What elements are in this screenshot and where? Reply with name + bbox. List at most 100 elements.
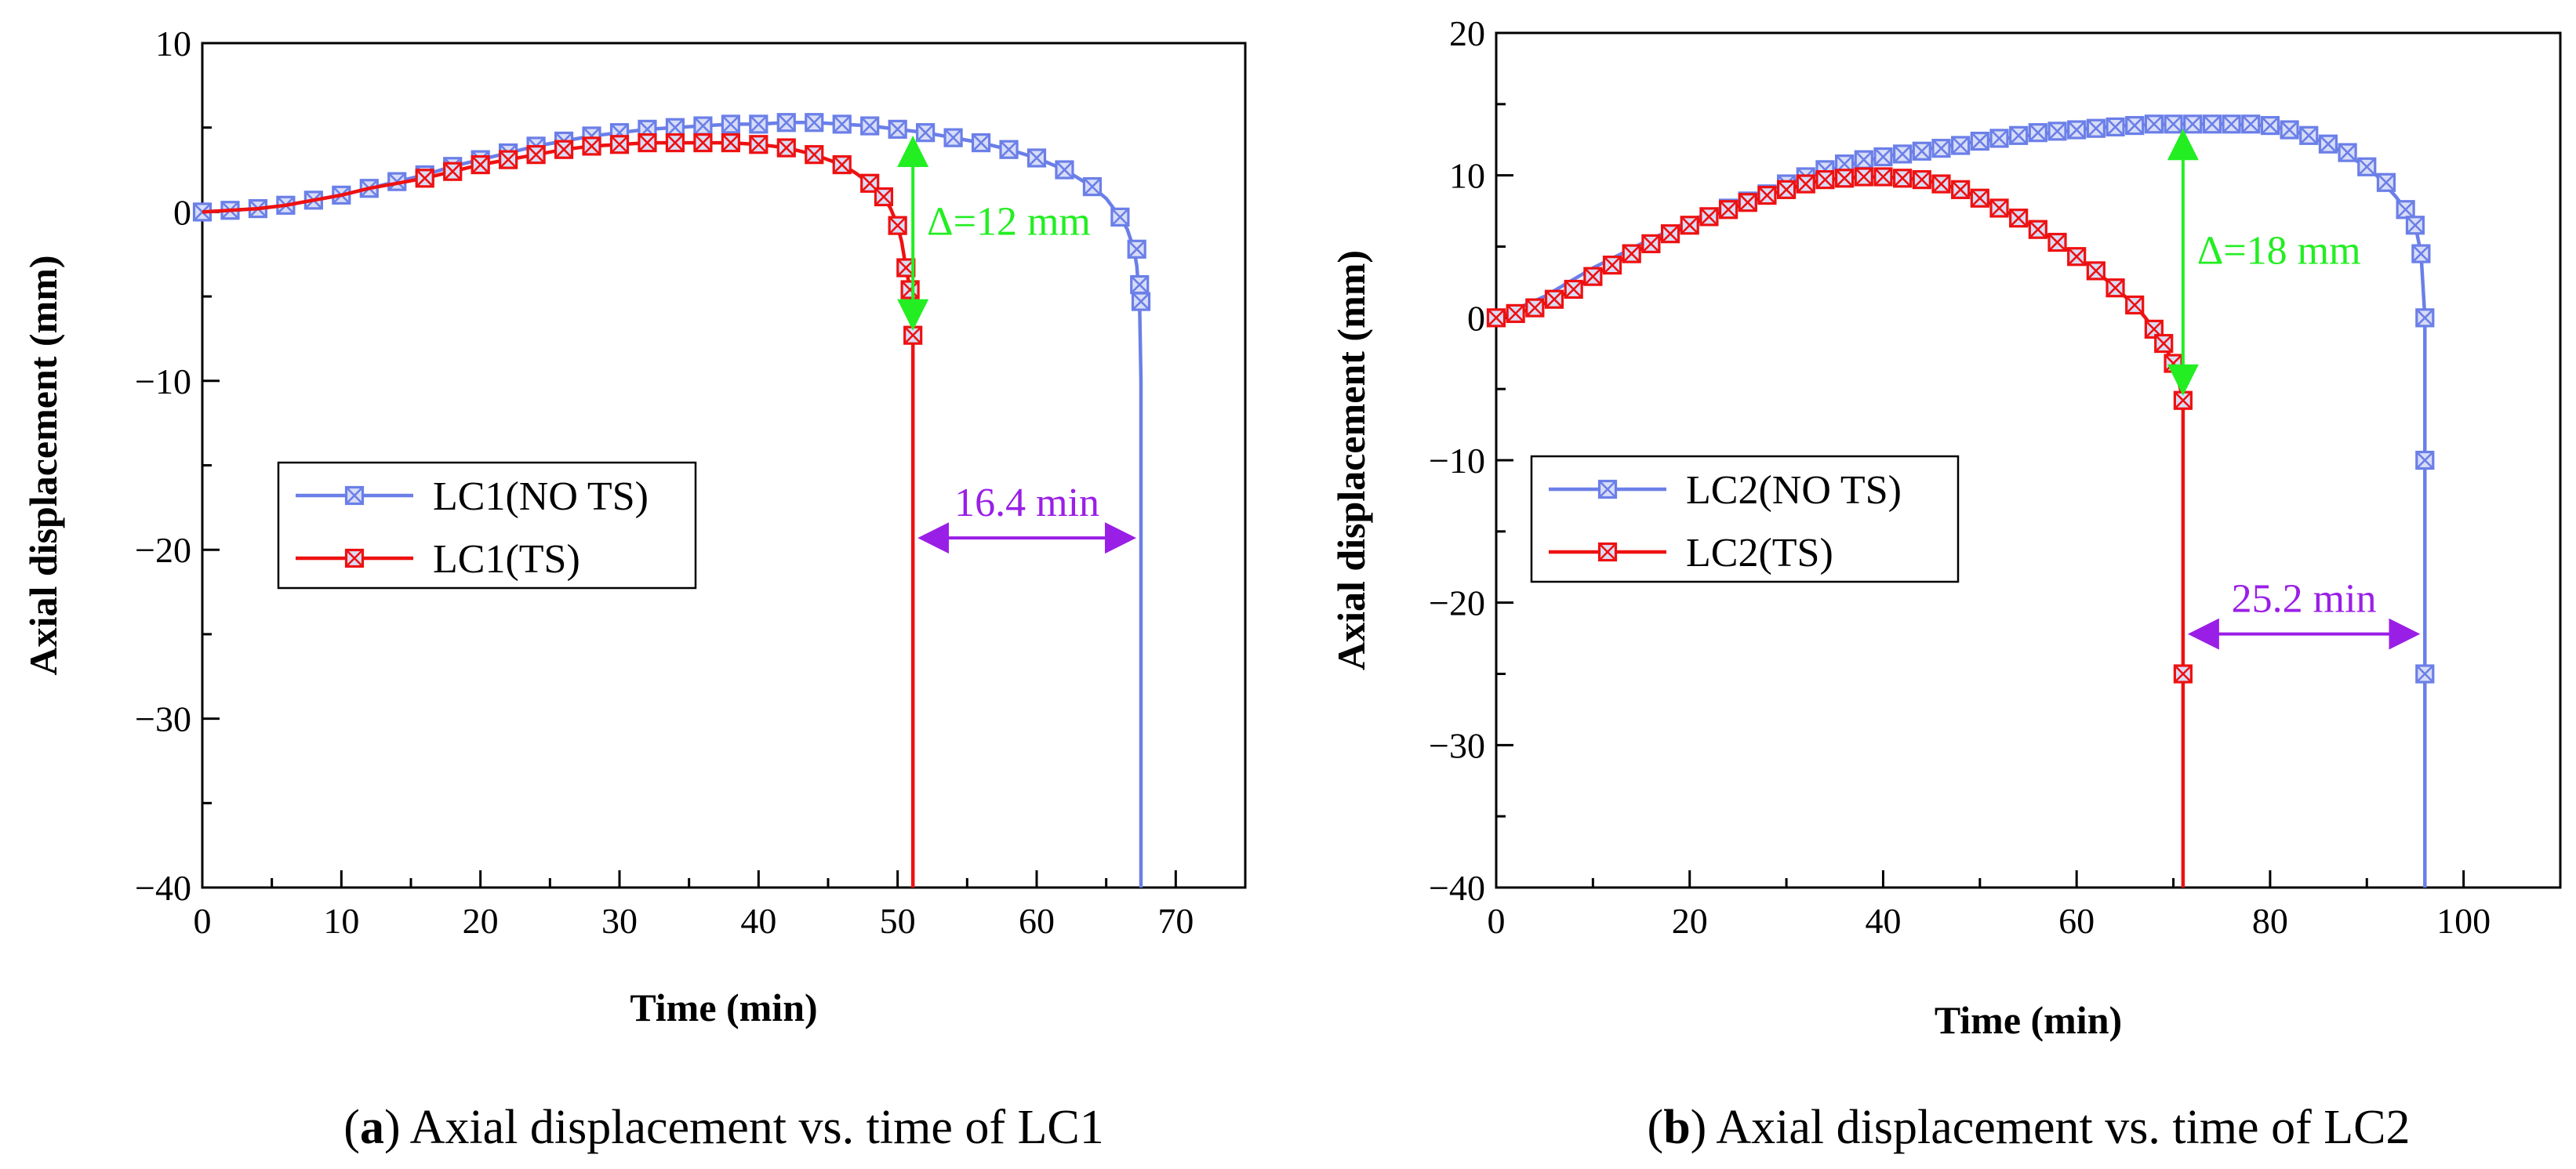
data-point-LC1(NO TS): [832, 114, 852, 134]
marker-cross-b: [860, 117, 879, 135]
data-point-LC2(NO TS): [2405, 216, 2425, 235]
marker-cross-b: [2299, 126, 2318, 145]
legend-entry-label: LC2(NO TS): [1686, 468, 1902, 513]
marker-cross-b: [1603, 256, 1622, 274]
data-point-LC2(NO TS): [1854, 150, 1873, 169]
marker-cross-b: [666, 133, 685, 152]
data-point-LC1(NO TS): [916, 123, 936, 143]
marker-cross-b: [2125, 116, 2144, 135]
marker-cross-b: [2048, 233, 2066, 252]
duration-label: 16.4 min: [954, 481, 1099, 525]
data-point-LC2(TS): [1854, 167, 1873, 187]
marker-cross-b: [805, 113, 823, 132]
data-point-LC2(TS): [1718, 200, 1739, 220]
marker-cross-b: [1132, 292, 1150, 310]
data-point-LC1(TS): [693, 133, 713, 153]
data-point-LC2(NO TS): [2299, 125, 2319, 145]
marker-cross-b: [2222, 114, 2240, 133]
data-point-LC2(TS): [1776, 180, 1797, 199]
data-point-LC2(TS): [1641, 234, 1661, 253]
marker-cross-b: [2280, 121, 2299, 139]
marker-cross-b: [721, 114, 740, 133]
marker-cross-b: [2048, 122, 2066, 140]
data-point-LC2(TS): [1602, 256, 1622, 275]
data-point-LC1(TS): [805, 145, 824, 165]
x-tick-label: 20: [1672, 901, 1708, 941]
y-tick-label: 0: [173, 192, 191, 232]
x-tick-label: 80: [2252, 901, 2288, 941]
data-point-LC2(NO TS): [2411, 244, 2431, 263]
figure-caption: (a) Axial displacement vs. time of LC1: [343, 1101, 1103, 1154]
marker-cross-b: [1130, 275, 1149, 294]
data-point-LC1(TS): [526, 145, 546, 165]
data-point-LC1(NO TS): [1130, 274, 1150, 295]
y-axis-label: Axial displacement (mm): [21, 255, 65, 675]
x-tick-label: 0: [194, 901, 212, 941]
marker-cross-b: [1971, 132, 1989, 151]
data-point-LC1(TS): [665, 133, 685, 153]
legend-entry-label: LC1(NO TS): [433, 474, 649, 519]
y-tick-label: −30: [135, 699, 191, 739]
marker-cross-b: [345, 486, 364, 505]
data-point-LC2(TS): [2047, 232, 2067, 252]
marker-cross-b: [2029, 220, 2047, 239]
data-point-LC2(TS): [1699, 207, 1719, 227]
marker-cross-b: [1855, 168, 1873, 186]
marker-cross-b: [805, 145, 823, 164]
delta-label: Δ=12 mm: [927, 199, 1091, 244]
data-point-LC2(TS): [2125, 295, 2145, 315]
marker-cross-b: [2261, 116, 2280, 135]
marker-cross-b: [2067, 121, 2086, 139]
data-point-LC2(TS): [1893, 169, 1913, 188]
marker-cross-b: [1990, 129, 2008, 147]
marker-cross-b: [833, 114, 852, 133]
marker-cross-b: [1583, 267, 1602, 286]
marker-cross-b: [1680, 216, 1699, 234]
caption-panel-label: b: [1663, 1101, 1690, 1154]
data-point-LC2(TS): [1506, 303, 1525, 323]
y-tick-label: −10: [135, 361, 191, 401]
marker-cross-b: [1816, 170, 1834, 189]
marker-cross-b: [1598, 543, 1617, 561]
data-point-LC2(NO TS): [2318, 134, 2338, 154]
marker-cross-b: [2377, 173, 2396, 192]
marker-cross-b: [2009, 126, 2028, 145]
marker-cross-b: [1913, 170, 1931, 189]
data-point-LC2(TS): [1583, 267, 1603, 286]
chart-panel-a: 0 10 20 30 40 50 60 70 10 0 −10 −20 −30 −40 Time (min)…: [21, 24, 1247, 1154]
y-tick-label: 10: [1449, 156, 1485, 196]
y-tick-label: 0: [1467, 298, 1485, 338]
marker-cross-b: [1027, 149, 1046, 167]
caption-panel-label: a: [360, 1101, 384, 1154]
marker-cross-b: [777, 139, 796, 157]
data-point-LC2(NO TS): [2067, 120, 2087, 140]
data-point-LC1(TS): [888, 216, 907, 235]
y-tick-label: 10: [155, 24, 191, 64]
legend-swatch-marker: [344, 548, 365, 568]
marker-cross-b: [1855, 151, 1873, 169]
data-point-LC2(TS): [1796, 174, 1815, 194]
data-point-LC2(NO TS): [2125, 115, 2145, 136]
data-point-LC1(TS): [874, 187, 894, 207]
marker-cross-b: [610, 135, 629, 154]
data-point-LC2(TS): [1970, 188, 1989, 208]
caption-text: Axial displacement vs. time of LC1: [410, 1101, 1104, 1154]
marker-cross-b: [833, 155, 852, 174]
data-point-LC1(NO TS): [776, 113, 796, 133]
x-tick-label: 40: [1865, 901, 1901, 941]
marker-cross-b: [1797, 175, 1815, 193]
marker-cross-b: [2087, 119, 2105, 138]
y-tick-label: −10: [1429, 441, 1485, 481]
data-point-LC2(TS): [1912, 170, 1931, 190]
marker-cross-b: [2396, 200, 2415, 219]
marker-cross-b: [554, 140, 573, 159]
data-point-LC1(NO TS): [943, 128, 963, 147]
legend-entry-label: LC2(TS): [1686, 531, 1833, 575]
marker-cross-b: [1913, 142, 1931, 161]
caption-close-paren: ): [384, 1101, 410, 1154]
marker-cross-b: [1000, 140, 1018, 159]
data-point-LC1(TS): [832, 154, 852, 175]
caption-open-paren: (: [1648, 1101, 1664, 1154]
marker-cross-b: [1874, 168, 1892, 186]
data-point-LC2(TS): [1544, 289, 1564, 309]
